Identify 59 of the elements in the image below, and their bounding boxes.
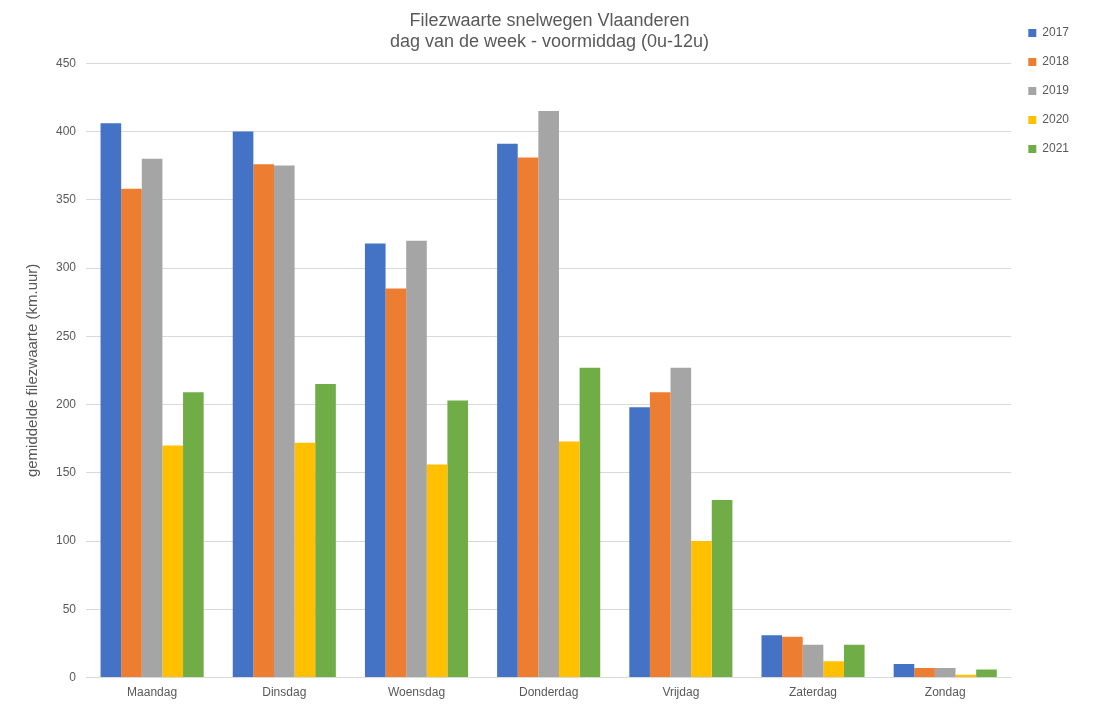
bar — [538, 110, 559, 678]
legend-label: 2017 — [1042, 25, 1070, 40]
y-tick-label: 0 — [69, 669, 77, 684]
bar — [934, 668, 956, 678]
bar — [670, 367, 692, 678]
bar — [976, 669, 997, 678]
y-tick-label: 450 — [55, 55, 77, 70]
x-tick-label: Donderdag — [518, 685, 579, 700]
bar — [273, 165, 295, 678]
bar — [121, 188, 142, 678]
x-tick-label: Zaterdag — [789, 685, 838, 700]
bar — [497, 143, 518, 678]
bar — [629, 407, 650, 678]
x-tick-label: Maandag — [127, 685, 178, 700]
bar — [364, 243, 386, 678]
bar — [385, 288, 407, 678]
bar — [447, 400, 469, 678]
legend-label: 2018 — [1042, 54, 1070, 69]
bar — [649, 392, 671, 678]
bar — [843, 644, 865, 678]
y-tick-label: 100 — [55, 533, 77, 548]
y-tick-label: 300 — [55, 260, 77, 275]
y-axis-title: gemiddelde filezwaarte (km.uur) — [23, 263, 41, 478]
bar — [579, 367, 601, 678]
bar — [183, 392, 204, 678]
bar — [315, 384, 336, 678]
y-tick-label: 150 — [55, 465, 77, 480]
bar — [823, 661, 844, 678]
y-tick-label: 350 — [55, 192, 77, 207]
bar — [141, 158, 163, 678]
bar — [914, 668, 935, 678]
y-tick-label: 50 — [62, 601, 77, 616]
x-tick-label: Zondag — [924, 685, 966, 700]
bar — [100, 123, 122, 678]
bar — [893, 663, 915, 678]
legend-label: 2021 — [1042, 141, 1070, 156]
bar — [426, 464, 448, 678]
x-tick-label: Woensdag — [387, 685, 446, 700]
y-tick-label: 400 — [55, 123, 77, 138]
y-tick-label: 200 — [55, 396, 77, 411]
bar — [232, 131, 254, 678]
bar — [253, 164, 274, 678]
bar — [558, 441, 580, 678]
legend-label: 2020 — [1042, 112, 1070, 127]
bar — [761, 635, 783, 678]
bar — [517, 157, 539, 678]
y-tick-label: 250 — [55, 328, 77, 343]
bar — [782, 636, 803, 678]
bar — [406, 240, 427, 678]
bar — [162, 445, 184, 678]
bar — [691, 541, 712, 678]
bar — [802, 644, 824, 678]
legend-label: 2019 — [1042, 83, 1070, 98]
x-tick-label: Vrijdag — [662, 685, 700, 700]
chart-subtitle: dag van de week - voormiddag (0u-12u) — [389, 31, 710, 52]
bar — [294, 442, 316, 678]
chart-title: Filezwaarte snelwegen Vlaanderen — [409, 9, 690, 30]
x-tick-label: Dinsdag — [262, 685, 307, 700]
bar — [711, 500, 733, 678]
